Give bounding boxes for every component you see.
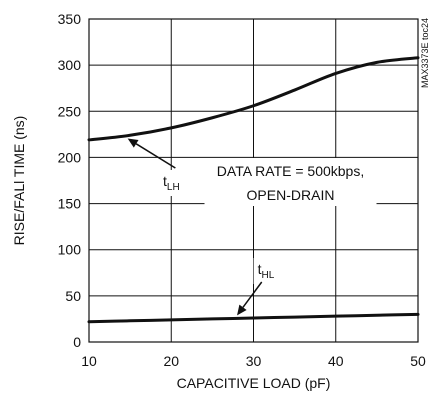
thl-label-background [253,258,284,284]
thl-label-main: t [258,261,262,277]
y-tick-label: 200 [58,149,82,165]
tlh-label-main: t [163,173,167,189]
x-tick-label: 10 [81,353,97,369]
y-axis-label: RISE/FALl TIME (ns) [11,116,27,246]
thl-label-sub: HL [262,270,275,281]
label-tlh: tLH [127,138,190,196]
tlh-label: tLH [163,173,180,193]
y-tick-label: 50 [65,288,81,304]
series-layer [87,56,420,324]
y-tick-labels: 0 50 100 150 200 250 300 350 [58,11,82,350]
x-tick-label: 40 [328,353,344,369]
x-tick-label: 50 [410,353,426,369]
label-thl: tHL [237,258,284,316]
thl-arrow-head [237,304,247,316]
side-label: MAX3373E toc24 [420,18,430,88]
y-tick-label: 150 [58,196,82,212]
plot-frame [88,18,419,343]
annotation-background [204,158,377,206]
thl-label: tHL [258,261,275,281]
tlh-arrow-head [127,138,139,148]
tlh-label-background [159,170,190,196]
tlh-arrow [135,143,176,169]
y-tick-label: 250 [58,103,82,119]
series-line-tHL [87,312,420,324]
x-tick-labels: 10 20 30 40 50 [81,353,426,369]
x-axis-label: CAPACITIVE LOAD (pF) [177,375,331,391]
thl-arrow [242,281,263,308]
series-line-tLH [87,56,420,142]
x-tick-label: 20 [163,353,179,369]
y-tick-label: 300 [58,57,82,73]
x-tick-label: 30 [246,353,262,369]
y-tick-label: 100 [58,242,82,258]
y-tick-label: 0 [73,334,81,350]
tlh-label-sub: LH [167,182,180,193]
annotation-line-2: OPEN-DRAIN [247,187,335,203]
y-tick-label: 350 [58,11,82,27]
annotation-line-1: DATA RATE = 500kbps, [217,163,364,179]
